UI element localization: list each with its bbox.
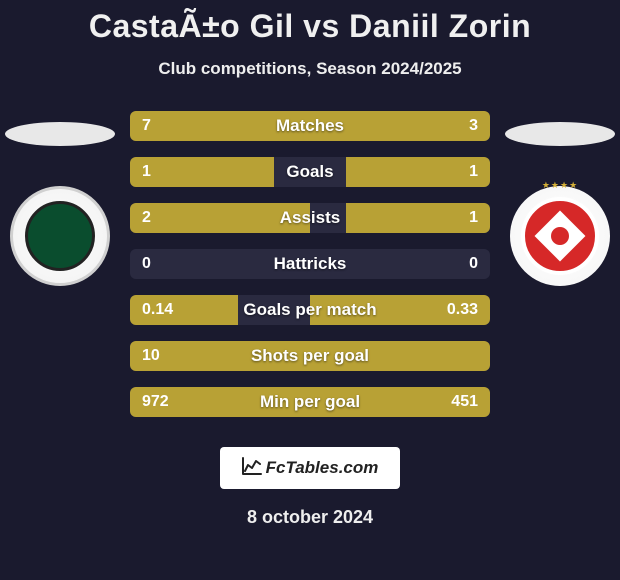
stat-row: 21Assists	[130, 203, 490, 233]
stat-label: Hattricks	[130, 249, 490, 279]
stat-row: 73Matches	[130, 111, 490, 141]
stat-row: 972451Min per goal	[130, 387, 490, 417]
stat-row: 10Shots per goal	[130, 341, 490, 371]
stat-label: Goals per match	[130, 295, 490, 325]
stat-label: Goals	[130, 157, 490, 187]
brand-text: FcTables.com	[266, 458, 379, 478]
season-subtitle: Club competitions, Season 2024/2025	[0, 59, 620, 79]
stat-label: Matches	[130, 111, 490, 141]
stat-row: 0.140.33Goals per match	[130, 295, 490, 325]
chart-icon	[242, 457, 262, 480]
stat-row: 00Hattricks	[130, 249, 490, 279]
brand-badge: FcTables.com	[220, 447, 400, 489]
stat-label: Shots per goal	[130, 341, 490, 371]
stats-table: 73Matches 11Goals 21Assists 00Hattricks 0.14…	[130, 111, 490, 433]
comparison-date: 8 october 2024	[0, 507, 620, 528]
stat-row: 11Goals	[130, 157, 490, 187]
comparison-title: CastaÃ±o Gil vs Daniil Zorin	[0, 0, 620, 45]
stat-label: Min per goal	[130, 387, 490, 417]
stat-label: Assists	[130, 203, 490, 233]
